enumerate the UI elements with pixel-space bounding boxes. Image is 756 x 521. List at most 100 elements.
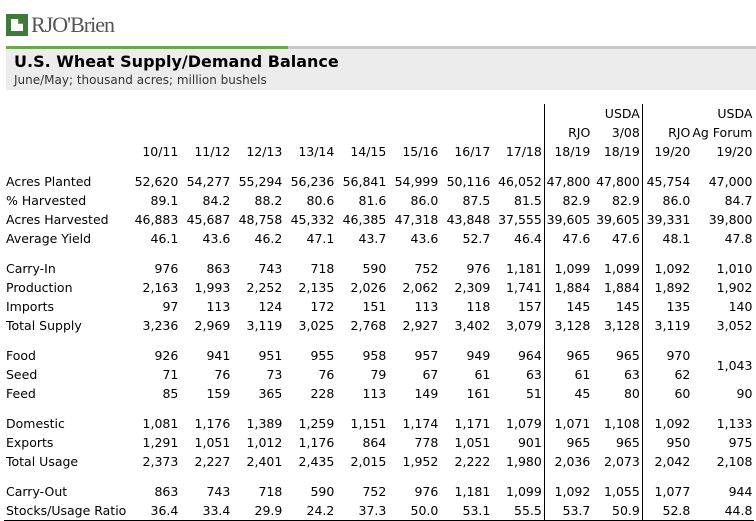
column-header: [336, 123, 388, 142]
cell: [641, 161, 693, 172]
cell: [388, 403, 440, 414]
cell: 47.6: [612, 231, 640, 246]
column-header: 3/08: [611, 125, 640, 140]
cell: 45: [543, 384, 593, 403]
cell: 53.7: [543, 501, 593, 521]
cell: [4, 335, 128, 346]
cell: 51: [525, 386, 542, 401]
row-label: Food: [6, 348, 36, 363]
cell: 590: [310, 484, 335, 499]
cell: 86.0: [641, 191, 693, 210]
cell: [692, 161, 754, 172]
column-header: [388, 104, 440, 123]
cell: 2,373: [142, 454, 179, 469]
cell: 39,800: [708, 212, 753, 227]
column-header: Ag Forum: [692, 125, 753, 140]
cell: 1,133: [716, 416, 753, 431]
cell: 951: [258, 348, 283, 363]
cell: [692, 248, 754, 259]
cell: 2,163: [142, 280, 179, 295]
cell: 3,119: [246, 318, 283, 333]
row: Acres Harvested 46,883 45,687 48,758 45,332 4…: [4, 210, 754, 229]
cell: [336, 471, 388, 482]
cell: 2,062: [402, 280, 439, 295]
cell: 48.1: [641, 229, 693, 248]
column-header: [128, 104, 180, 123]
cell: 2,135: [298, 280, 335, 295]
cell: [128, 471, 180, 482]
cell: 1,071: [543, 414, 593, 433]
cell: 957: [414, 348, 439, 363]
cell: 33.4: [180, 501, 233, 521]
cell: 113: [206, 299, 231, 314]
cell: 976: [466, 261, 491, 276]
cell: 1,010: [716, 261, 753, 276]
cell: 24.2: [284, 501, 337, 521]
merged-cell: 1,043: [716, 357, 753, 373]
cell: [440, 471, 492, 482]
row: RJO 3/08 RJO Ag Forum: [4, 123, 754, 142]
cell: [128, 161, 180, 172]
cell: [641, 335, 693, 346]
cell: [180, 471, 232, 482]
row-label: Average Yield: [6, 231, 92, 246]
cell: 2,401: [246, 454, 283, 469]
cell: [492, 403, 544, 414]
cell: 157: [517, 299, 542, 314]
cell: 63: [623, 367, 640, 382]
cell: [128, 248, 180, 259]
cell: 863: [206, 261, 231, 276]
cell: 47,318: [394, 212, 439, 227]
column-header: 18/19: [603, 144, 640, 159]
cell: 901: [517, 435, 542, 450]
column-header: 18/19: [543, 142, 593, 161]
cell: 944: [728, 484, 753, 499]
column-header: 13/14: [298, 144, 335, 159]
cell: 965: [615, 435, 640, 450]
column-header: RJO: [641, 123, 693, 142]
cell: 976: [154, 261, 179, 276]
cell: 955: [310, 348, 335, 363]
cell: 958: [362, 348, 387, 363]
row-label: Total Supply: [6, 318, 82, 333]
cell: 1,741: [506, 280, 542, 295]
cell: 63: [525, 367, 542, 382]
cell: 172: [310, 299, 335, 314]
cell: 46.4: [514, 231, 542, 246]
row: [4, 471, 754, 482]
cell: [232, 248, 284, 259]
cell: 73: [266, 367, 283, 382]
cell: 149: [414, 386, 439, 401]
row: [4, 335, 754, 346]
cell: 365: [258, 386, 283, 401]
column-header: [232, 123, 284, 142]
cell: 87.5: [462, 193, 491, 208]
cell: 1,952: [402, 454, 439, 469]
cell: 3,079: [506, 318, 542, 333]
cell: [440, 248, 492, 259]
cell: [492, 248, 544, 259]
cell: [232, 471, 284, 482]
cell: 80: [623, 386, 640, 401]
cell: 45,332: [290, 212, 335, 227]
cell: [180, 161, 232, 172]
cell: 47.6: [543, 229, 593, 248]
cell: 778: [414, 435, 439, 450]
cell: 1,079: [506, 416, 542, 431]
cell: 1,892: [641, 278, 693, 297]
cell: 2,073: [604, 454, 640, 469]
row-label: Acres Harvested: [6, 212, 109, 227]
cell: 965: [543, 433, 593, 452]
cell: 2,036: [543, 452, 593, 471]
cell: 1,092: [641, 414, 693, 433]
cell: 62: [641, 365, 693, 384]
cell: [4, 104, 128, 123]
row: Carry-In 976 863 743 718 590 752 976 1,181 1,099 1…: [4, 259, 754, 278]
cell: 1,051: [454, 435, 491, 450]
cell: 1,902: [716, 280, 753, 295]
cell: 1,181: [506, 261, 542, 276]
cell: 55.5: [492, 501, 545, 521]
subtitle: June/May; thousand acres; million bushel…: [14, 73, 267, 87]
cell: [336, 335, 388, 346]
